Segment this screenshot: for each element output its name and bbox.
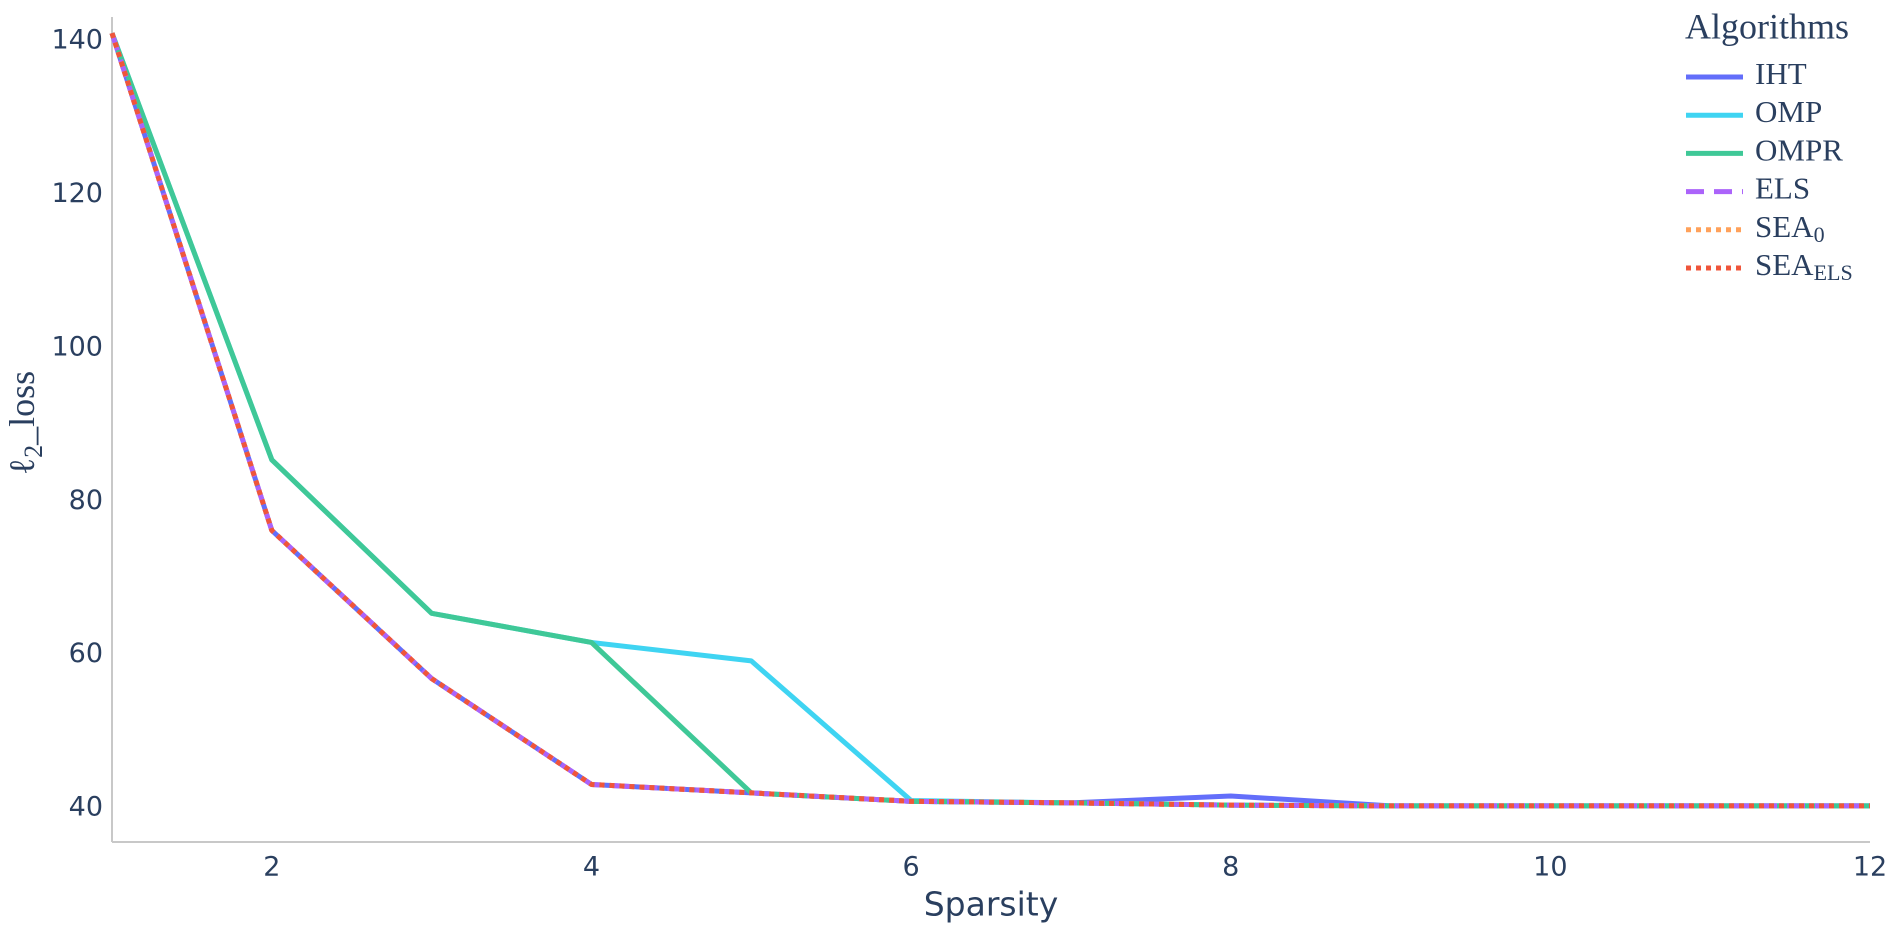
x-tick-label: 10	[1533, 852, 1567, 883]
series-line	[109, 32, 1870, 809]
series-line	[109, 32, 1870, 809]
y-tick-label: 120	[51, 178, 103, 209]
legend-subscript: 0	[1814, 222, 1825, 247]
x-tick-label: 4	[583, 852, 600, 883]
x-tick-label: 8	[1222, 852, 1239, 883]
series-line	[109, 32, 1870, 809]
legend-name: SEA	[1755, 209, 1814, 244]
x-axis-label: Sparsity	[924, 885, 1059, 924]
legend-name: ELS	[1755, 171, 1810, 206]
legend-name: OMP	[1755, 94, 1822, 129]
y-label-part: _loss	[2, 371, 42, 446]
y-label-sub: 2	[19, 445, 48, 458]
legend-label: ELS	[1755, 171, 1810, 206]
legend-name: IHT	[1755, 56, 1807, 91]
y-tick-label: 40	[69, 792, 103, 823]
series-line	[109, 32, 1870, 809]
series-line	[109, 32, 1870, 809]
series-line	[109, 32, 1870, 809]
y-label-part: ℓ	[2, 458, 42, 475]
legend-label: SEA0	[1755, 209, 1825, 247]
y-tick-label: 80	[69, 485, 103, 516]
x-tick-label: 6	[902, 852, 919, 883]
legend-title: Algorithms	[1685, 6, 1849, 46]
y-axis-label: ℓ2_loss	[2, 371, 48, 475]
x-tick-label: 12	[1853, 852, 1887, 883]
legend-label: OMPR	[1755, 133, 1843, 168]
x-tick-label: 2	[263, 852, 280, 883]
y-tick-label: 100	[51, 331, 103, 362]
legend-label: OMP	[1755, 94, 1822, 129]
legend-label: IHT	[1755, 56, 1807, 91]
legend-name: SEA	[1755, 247, 1814, 282]
legend-label: SEAELS	[1755, 247, 1853, 285]
legend-name: OMPR	[1755, 133, 1843, 168]
y-tick-label: 60	[69, 638, 103, 669]
y-tick-label: 140	[51, 24, 103, 55]
legend-subscript: ELS	[1814, 260, 1853, 285]
